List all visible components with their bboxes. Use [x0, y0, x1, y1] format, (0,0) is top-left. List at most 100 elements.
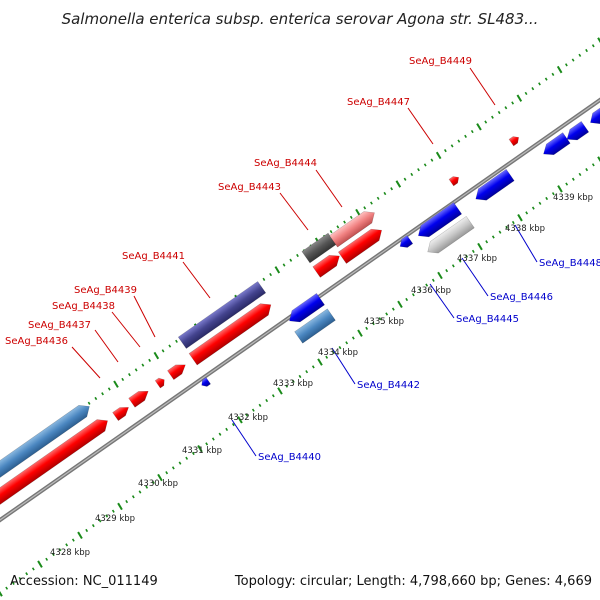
lower-ring-tick	[357, 329, 363, 337]
lower-ring-tick	[265, 398, 269, 403]
gene-SeAg_B4446-feature[interactable]	[424, 216, 475, 257]
gene-SeAg_B4436-feature[interactable]	[0, 415, 112, 522]
lower-ring-tick	[538, 201, 542, 205]
scale-label: 4339 kbp	[553, 193, 593, 203]
gene-blue-mid-feature[interactable]	[472, 168, 515, 205]
leader-line	[315, 169, 343, 208]
upper-ring-tick	[363, 206, 367, 210]
lower-ring-tick	[37, 560, 43, 568]
gene-label-SeAg_B4442[interactable]: SeAg_B4442	[357, 380, 420, 391]
gene-blue-tiny-feature[interactable]	[397, 235, 414, 250]
gene-SeAg_B4447-feature[interactable]	[448, 174, 461, 187]
gene-label-SeAg_B4438[interactable]: SeAg_B4438	[52, 301, 115, 312]
gene-label-SeAg_B4444[interactable]: SeAg_B4444	[254, 158, 317, 169]
lower-ring-tick	[178, 461, 182, 465]
lower-ring-tick	[98, 519, 102, 523]
lower-ring-tick	[65, 543, 69, 547]
lower-ring-tick	[338, 346, 342, 350]
lower-ring-tick	[331, 350, 335, 355]
scale-label: 4338 kbp	[505, 224, 545, 234]
lower-ring-tick	[285, 384, 289, 388]
scale-label: 4335 kbp	[364, 317, 404, 327]
upper-ring-tick	[511, 101, 515, 105]
leader-line	[231, 419, 257, 457]
upper-ring-tick	[457, 139, 461, 143]
map-title: Salmonella enterica subsp. enterica sero…	[61, 10, 539, 28]
upper-ring-tick	[134, 368, 138, 372]
lower-ring-tick	[351, 336, 355, 340]
lower-ring-tick	[131, 495, 135, 499]
lower-ring-tick	[51, 552, 55, 557]
upper-ring-tick	[370, 201, 373, 205]
gene-SeAg_B4441-feature[interactable]	[177, 281, 267, 349]
gene-steelblue-feature[interactable]	[0, 401, 93, 496]
gene-SeAg_B4437-feature[interactable]	[112, 403, 132, 422]
scale-label: 4336 kbp	[411, 286, 451, 296]
leader-line	[461, 257, 489, 297]
upper-ring-tick	[585, 48, 588, 53]
gene-SeAg_B4439-feature[interactable]	[154, 376, 167, 389]
lower-ring-tick	[325, 355, 329, 359]
lower-ring-tick	[397, 300, 403, 309]
lower-ring-tick	[591, 163, 595, 167]
upper-ring-tick	[524, 91, 528, 96]
gene-label-SeAg_B4445[interactable]: SeAg_B4445	[456, 314, 519, 325]
upper-ring-tick	[161, 349, 165, 353]
gene-label-SeAg_B4449[interactable]: SeAg_B4449	[409, 56, 472, 67]
lower-ring-tick	[491, 235, 495, 239]
leader-line	[279, 192, 309, 231]
upper-ring-tick	[296, 253, 299, 258]
gene-label-SeAg_B4447[interactable]: SeAg_B4447	[347, 97, 410, 108]
gene-label-SeAg_B4439[interactable]: SeAg_B4439	[74, 285, 137, 296]
gene-label-SeAg_B4440[interactable]: SeAg_B4440	[258, 452, 321, 463]
upper-ring-tick	[101, 392, 104, 396]
gene-label-SeAg_B4437[interactable]: SeAg_B4437	[28, 320, 91, 331]
gene-SeAg_B4448-feature[interactable]	[540, 132, 571, 160]
lower-ring-tick	[411, 293, 415, 297]
lower-ring-tick	[371, 321, 375, 326]
upper-ring-tick	[504, 106, 508, 110]
scale-label: 4328 kbp	[50, 548, 90, 558]
lower-ring-tick	[77, 531, 83, 539]
lower-ring-tick	[0, 591, 3, 597]
gene-label-SeAg_B4448[interactable]: SeAg_B4448	[539, 258, 600, 269]
upper-ring-tick	[464, 134, 467, 138]
gene-small-blue-feature[interactable]	[199, 377, 211, 388]
gene-red-mid-feature[interactable]	[337, 225, 385, 264]
lower-ring-tick	[418, 288, 422, 292]
scale-label: 4331 kbp	[182, 446, 222, 456]
leader-line	[94, 329, 119, 363]
gene-SeAg_B4444-feature[interactable]	[329, 207, 379, 248]
gene-label-SeAg_B4436[interactable]: SeAg_B4436	[5, 336, 68, 347]
gene-red-short-feature[interactable]	[312, 251, 343, 278]
lower-ring-tick	[91, 524, 95, 528]
gene-blue-short-feature[interactable]	[285, 293, 325, 326]
lower-ring-tick	[45, 557, 49, 561]
upper-ring-tick	[497, 110, 501, 115]
upper-ring-tick	[571, 58, 575, 62]
gene-SeAg_B4442-feature[interactable]	[294, 308, 336, 344]
upper-ring-tick	[121, 377, 125, 382]
upper-ring-tick	[410, 172, 414, 177]
upper-ring-tick	[289, 258, 293, 262]
upper-ring-tick	[343, 220, 346, 224]
scale-labels: 4328 kbp 4329 kbp 4330 kbp 4331 kbp 4332 kbp…	[50, 193, 593, 558]
gene-label-SeAg_B4441[interactable]: SeAg_B4441	[122, 251, 185, 262]
gene-red-long-feature[interactable]	[188, 299, 275, 366]
lower-ring-tick	[431, 278, 435, 282]
upper-ring-tick	[417, 168, 420, 172]
lower-ring-tick	[258, 403, 262, 407]
gene-SeAg_B4449-feature[interactable]	[508, 134, 521, 147]
gene-SeAg_B4445-feature[interactable]	[414, 202, 463, 242]
gene-blue-edge2-feature[interactable]	[587, 107, 600, 128]
gene-small-red-feature[interactable]	[167, 360, 188, 381]
lower-ring-tick	[58, 548, 62, 552]
gene-label-SeAg_B4446[interactable]: SeAg_B4446	[490, 292, 553, 303]
gene-SeAg_B4438-feature[interactable]	[128, 387, 152, 408]
lower-ring-tick	[11, 581, 15, 585]
upper-ring-tick	[376, 196, 380, 200]
gene-blue-edge-feature[interactable]	[563, 121, 590, 144]
lower-ring-tick	[578, 172, 582, 177]
gene-label-SeAg_B4443[interactable]: SeAg_B4443	[218, 182, 281, 193]
upper-ring-tick	[476, 123, 482, 131]
